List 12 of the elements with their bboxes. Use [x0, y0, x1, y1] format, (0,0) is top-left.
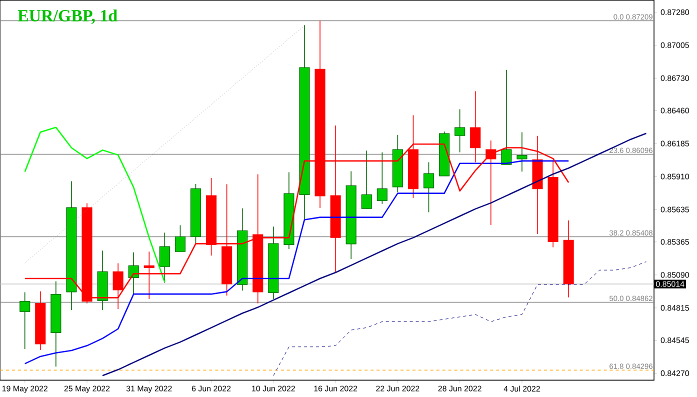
- candlestick: [470, 90, 481, 163]
- candlestick: [159, 232, 170, 284]
- candlestick: [376, 152, 388, 204]
- candlestick: [516, 132, 528, 172]
- candlestick: [423, 162, 434, 213]
- candlestick: [454, 108, 466, 153]
- line-series: [24, 126, 166, 283]
- candlestick: [174, 224, 186, 252]
- chart-title: EUR/GBP, 1d: [18, 10, 118, 24]
- candlestick: [20, 292, 30, 350]
- candlestick: [501, 69, 512, 165]
- candlestick: [361, 150, 372, 209]
